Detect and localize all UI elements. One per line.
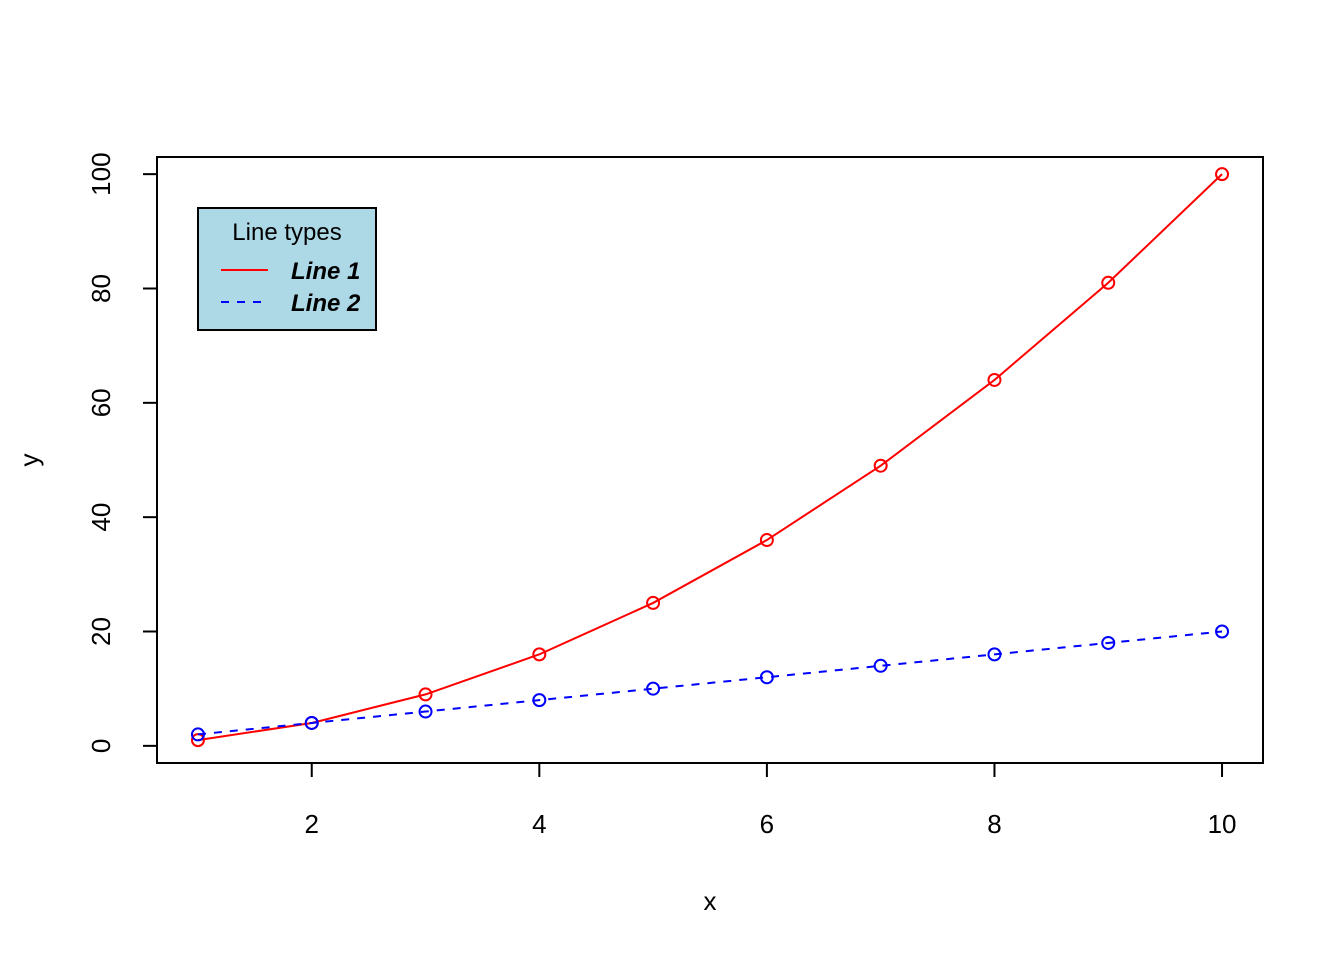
series-2 xyxy=(190,624,1230,742)
data-point xyxy=(1215,624,1230,639)
y-axis: 0 20 40 60 80 100 xyxy=(86,152,158,753)
data-point xyxy=(759,533,774,548)
legend-label-2: Line 2 xyxy=(291,290,361,317)
x-tick-label: 4 xyxy=(532,809,546,839)
x-tick-label: 10 xyxy=(1208,809,1237,839)
legend-label-1: Line 1 xyxy=(291,258,360,285)
data-point xyxy=(646,595,661,610)
y-tick-label: 20 xyxy=(86,617,116,646)
series-line-2 xyxy=(197,630,1223,736)
y-tick-label: 60 xyxy=(86,388,116,417)
x-axis-title: x xyxy=(704,886,717,916)
data-point xyxy=(1101,635,1116,650)
y-tick-label: 100 xyxy=(86,152,116,195)
series-1 xyxy=(190,167,1230,748)
x-axis: 2 4 6 8 10 xyxy=(305,762,1237,839)
legend-title: Line types xyxy=(232,219,341,246)
x-tick-label: 8 xyxy=(987,809,1001,839)
legend: Line types Line 1 Line 2 xyxy=(197,207,377,331)
y-tick-label: 40 xyxy=(86,503,116,532)
y-axis-title: y xyxy=(14,454,44,467)
x-tick-label: 2 xyxy=(305,809,319,839)
data-point xyxy=(873,658,888,673)
data-point xyxy=(304,715,319,730)
series-line-1 xyxy=(197,173,1223,742)
data-point xyxy=(987,647,1002,662)
data-point xyxy=(873,458,888,473)
data-point xyxy=(1215,167,1230,182)
y-tick-label: 80 xyxy=(86,274,116,303)
data-point xyxy=(418,687,433,702)
data-point xyxy=(532,647,547,662)
y-tick-label: 0 xyxy=(86,739,116,753)
data-point xyxy=(190,727,205,742)
series-layer xyxy=(190,167,1230,748)
data-point xyxy=(1101,275,1116,290)
data-point xyxy=(532,693,547,708)
data-point xyxy=(646,681,661,696)
data-point xyxy=(987,372,1002,387)
x-tick-label: 6 xyxy=(760,809,774,839)
data-point xyxy=(759,670,774,685)
data-point xyxy=(418,704,433,719)
